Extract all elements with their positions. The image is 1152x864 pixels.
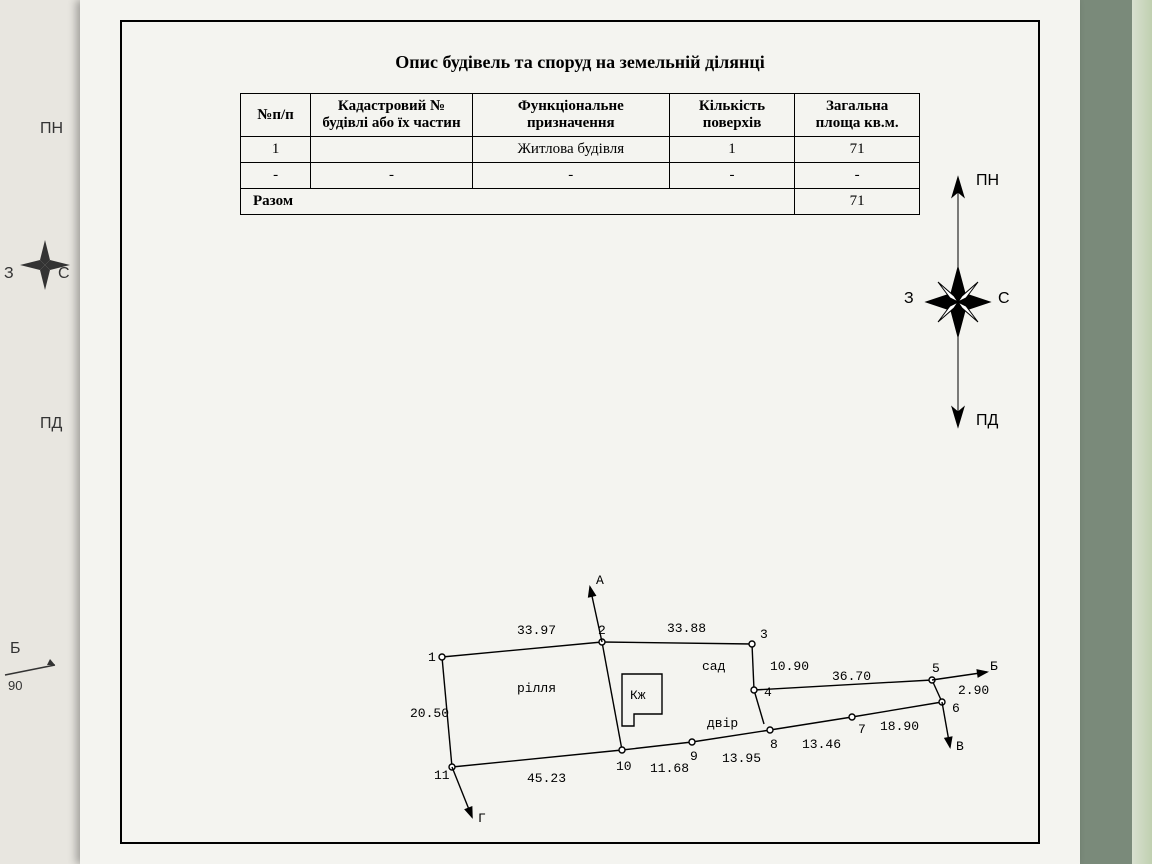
scrap-pd: ПД	[40, 415, 62, 433]
cadastral-plan: 1 2 3 4 5 6 7 8 9 10 11 33.97 33.88 10.90 36.70 2.90 18.…	[322, 562, 1042, 842]
svg-text:А: А	[596, 573, 604, 588]
svg-text:6: 6	[952, 701, 960, 716]
document-page: Опис будівель та споруд на земельній діл…	[80, 0, 1080, 864]
page-title: Опис будівель та споруд на земельній діл…	[122, 52, 1038, 73]
th-func: Функціональне призначення	[472, 94, 669, 137]
compass-west: З	[904, 290, 914, 308]
svg-text:рілля: рілля	[517, 681, 556, 696]
compass-east: С	[998, 290, 1010, 308]
total-label: Разом	[241, 189, 795, 215]
svg-text:Кж: Кж	[630, 688, 646, 703]
svg-text:сад: сад	[702, 659, 726, 674]
svg-text:10: 10	[616, 759, 632, 774]
svg-text:10.90: 10.90	[770, 659, 809, 674]
th-area: Загальна площа кв.м.	[795, 94, 920, 137]
svg-text:1: 1	[428, 650, 436, 665]
svg-text:Б: Б	[990, 659, 998, 674]
th-cad: Кадастровий № будівлі або їх частин	[311, 94, 473, 137]
compass-rose: ПН ПД З С	[898, 172, 1018, 432]
svg-text:36.70: 36.70	[832, 669, 871, 684]
svg-text:11: 11	[434, 768, 450, 783]
scrap-z: З	[4, 265, 14, 283]
buildings-table: №п/п Кадастровий № будівлі або їх частин…	[240, 93, 920, 215]
svg-text:7: 7	[858, 722, 866, 737]
svg-text:45.23: 45.23	[527, 771, 566, 786]
cadastral-plan-svg: 1 2 3 4 5 6 7 8 9 10 11 33.97 33.88 10.90 36.70 2.90 18.…	[322, 562, 1042, 842]
svg-text:33.88: 33.88	[667, 621, 706, 636]
compass-north: ПН	[976, 172, 999, 190]
svg-text:В: В	[956, 739, 964, 754]
svg-text:2.90: 2.90	[958, 683, 989, 698]
scrap-rose-icon	[20, 240, 70, 290]
previous-page-edge: ПН З С ПД Б 90	[0, 0, 80, 864]
svg-text:13.95: 13.95	[722, 751, 761, 766]
table-row: - - - - -	[241, 163, 920, 189]
svg-text:Г: Г	[478, 811, 486, 826]
svg-text:двір: двір	[707, 716, 738, 731]
svg-text:13.46: 13.46	[802, 737, 841, 752]
svg-text:4: 4	[764, 685, 772, 700]
svg-text:20.50: 20.50	[410, 706, 449, 721]
table-row-total: Разом 71	[241, 189, 920, 215]
compass-south: ПД	[976, 412, 998, 430]
th-num: №п/п	[241, 94, 311, 137]
svg-text:5: 5	[932, 661, 940, 676]
scrap-pn: ПН	[40, 120, 63, 138]
svg-text:33.97: 33.97	[517, 623, 556, 638]
th-floors: Кількість поверхів	[669, 94, 795, 137]
svg-text:8: 8	[770, 737, 778, 752]
svg-text:11.68: 11.68	[650, 761, 689, 776]
page-right-edge	[1132, 0, 1152, 864]
scrap-arrow-icon	[0, 655, 70, 685]
table-row: 1 Житлова будівля 1 71	[241, 137, 920, 163]
page-frame: Опис будівель та споруд на земельній діл…	[120, 20, 1040, 844]
svg-text:18.90: 18.90	[880, 719, 919, 734]
svg-text:9: 9	[690, 749, 698, 764]
svg-text:3: 3	[760, 627, 768, 642]
svg-text:2: 2	[598, 623, 606, 638]
